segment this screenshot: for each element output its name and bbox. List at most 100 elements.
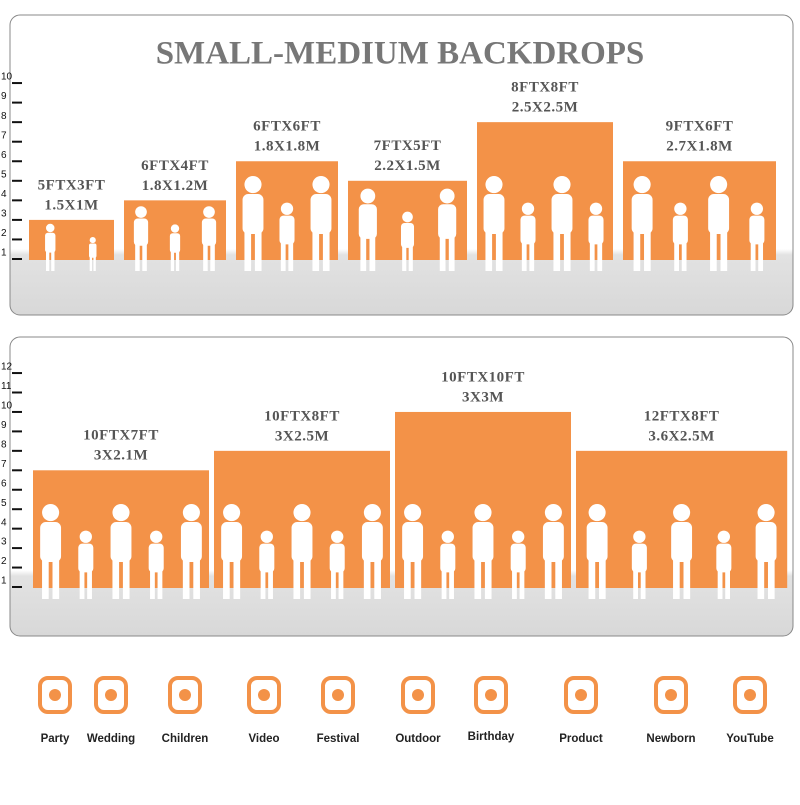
silhouette (631, 176, 653, 271)
leg (338, 570, 344, 599)
leg (633, 570, 638, 599)
silhouette (291, 504, 313, 599)
backdrop (29, 219, 114, 260)
tick-label: 11 (1, 381, 12, 392)
silhouette (310, 176, 332, 271)
leg (331, 570, 336, 599)
tick-label: 2 (1, 228, 7, 239)
leg (157, 570, 163, 599)
body (716, 543, 732, 573)
head (244, 176, 262, 194)
leg (254, 231, 262, 271)
leg (175, 251, 180, 271)
use-icon-dot (665, 689, 677, 701)
tick-label: 6 (1, 478, 7, 489)
body (45, 232, 56, 253)
leg (170, 251, 175, 271)
leg (529, 242, 535, 271)
leg (448, 236, 455, 271)
leg (182, 559, 190, 599)
leg (293, 559, 301, 599)
head (402, 211, 413, 223)
tick-label: 10 (1, 72, 13, 83)
leg (449, 570, 454, 599)
size-m: 3X3M (462, 389, 504, 405)
body (510, 543, 526, 573)
leg (193, 559, 200, 599)
use-icon-dot (744, 689, 756, 701)
body (40, 522, 62, 562)
head (293, 504, 311, 522)
head (521, 202, 535, 215)
head (589, 202, 603, 215)
leg (674, 242, 680, 271)
silhouette (671, 504, 693, 599)
silhouette (201, 206, 217, 271)
use-icon (564, 676, 598, 714)
use-icon-dot (179, 689, 191, 701)
body (672, 215, 688, 245)
use-label: Party (41, 733, 70, 745)
body (631, 543, 647, 573)
silhouette (588, 202, 604, 271)
silhouette (755, 504, 777, 599)
leg (79, 570, 85, 599)
silhouette (438, 188, 457, 271)
silhouette (672, 202, 688, 271)
use-icon-dot (412, 689, 424, 701)
size-m: 2.7X1.8M (666, 139, 733, 155)
body (400, 222, 415, 248)
head (135, 206, 147, 218)
leg (681, 242, 687, 271)
head (312, 176, 330, 194)
leg (280, 242, 286, 271)
leg (369, 236, 376, 271)
head (42, 504, 60, 522)
silhouette (400, 211, 415, 271)
silhouette (45, 223, 56, 271)
head (46, 223, 55, 233)
silhouette (358, 188, 377, 271)
leg (89, 256, 93, 271)
silhouette (716, 530, 732, 599)
use-label: Children (162, 733, 209, 745)
use-icon-dot (258, 689, 270, 701)
leg (495, 231, 503, 271)
leg (633, 231, 641, 271)
silhouette (402, 504, 424, 599)
leg (312, 231, 320, 271)
leg (597, 242, 603, 271)
body (148, 543, 164, 573)
head (674, 202, 687, 215)
leg (142, 243, 147, 271)
use-icon (94, 676, 128, 714)
silhouette (148, 530, 164, 599)
leg (441, 570, 447, 599)
silhouette (749, 202, 765, 271)
size-m: 1.8X1.2M (142, 178, 209, 194)
silhouette (586, 504, 608, 599)
tick-label: 1 (1, 576, 7, 587)
size-m: 3X2.5M (275, 428, 329, 444)
use-icon-dot (575, 689, 587, 701)
leg (408, 246, 413, 271)
leg (244, 231, 252, 271)
use-icon (474, 676, 508, 714)
tick-label: 7 (1, 459, 7, 470)
leg (720, 231, 728, 271)
tick-label: 2 (1, 556, 7, 567)
head (553, 176, 571, 194)
leg (268, 570, 273, 599)
head (203, 206, 215, 218)
tick-label: 4 (1, 189, 7, 200)
size-ft: 6FTX4FT (141, 158, 209, 174)
body (133, 218, 149, 246)
leg (758, 242, 764, 271)
use-icon-dot (105, 689, 117, 701)
leg (51, 251, 55, 271)
use-label: Birthday (468, 731, 515, 743)
silhouette (133, 206, 149, 271)
head (363, 504, 381, 522)
leg (757, 559, 765, 599)
